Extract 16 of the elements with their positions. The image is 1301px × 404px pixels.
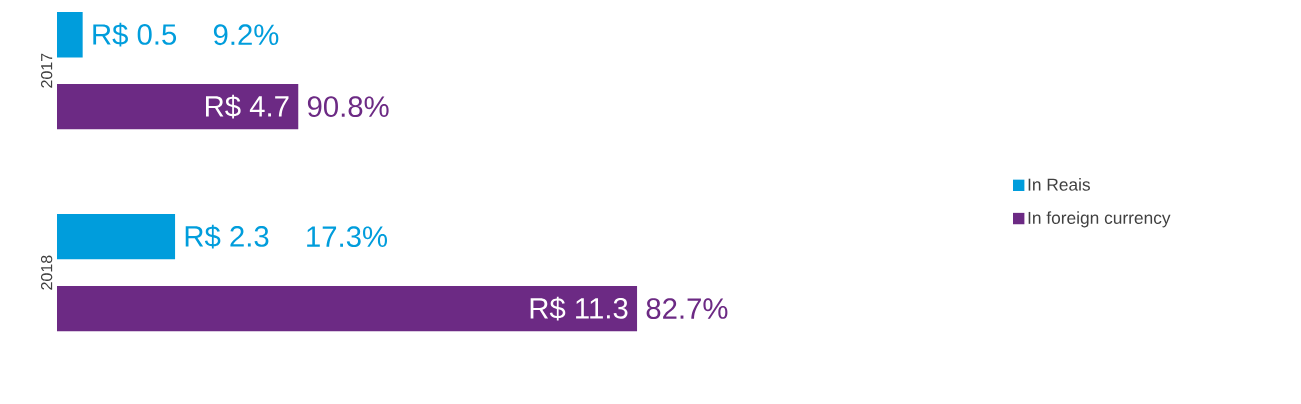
legend-label: In foreign currency	[1028, 211, 1171, 228]
bar	[57, 214, 176, 260]
y-tick-label: 2017	[40, 53, 53, 88]
y-tick-label: 2018	[40, 255, 53, 290]
data-label: R$ 2.3	[185, 224, 269, 249]
bar	[57, 84, 299, 130]
annotation: 9.2%	[213, 24, 279, 46]
bar	[57, 285, 638, 332]
annotation: 17.3%	[307, 226, 388, 248]
legend-label: In Reais	[1028, 178, 1090, 191]
annotation: 90.8%	[307, 96, 389, 118]
data-label: R$ 11.3	[530, 296, 628, 321]
data-label: R$ 0.5	[93, 22, 177, 47]
data-label: R$ 4.7	[206, 94, 289, 119]
text: 82.7%	[646, 298, 728, 320]
bar	[57, 12, 83, 58]
